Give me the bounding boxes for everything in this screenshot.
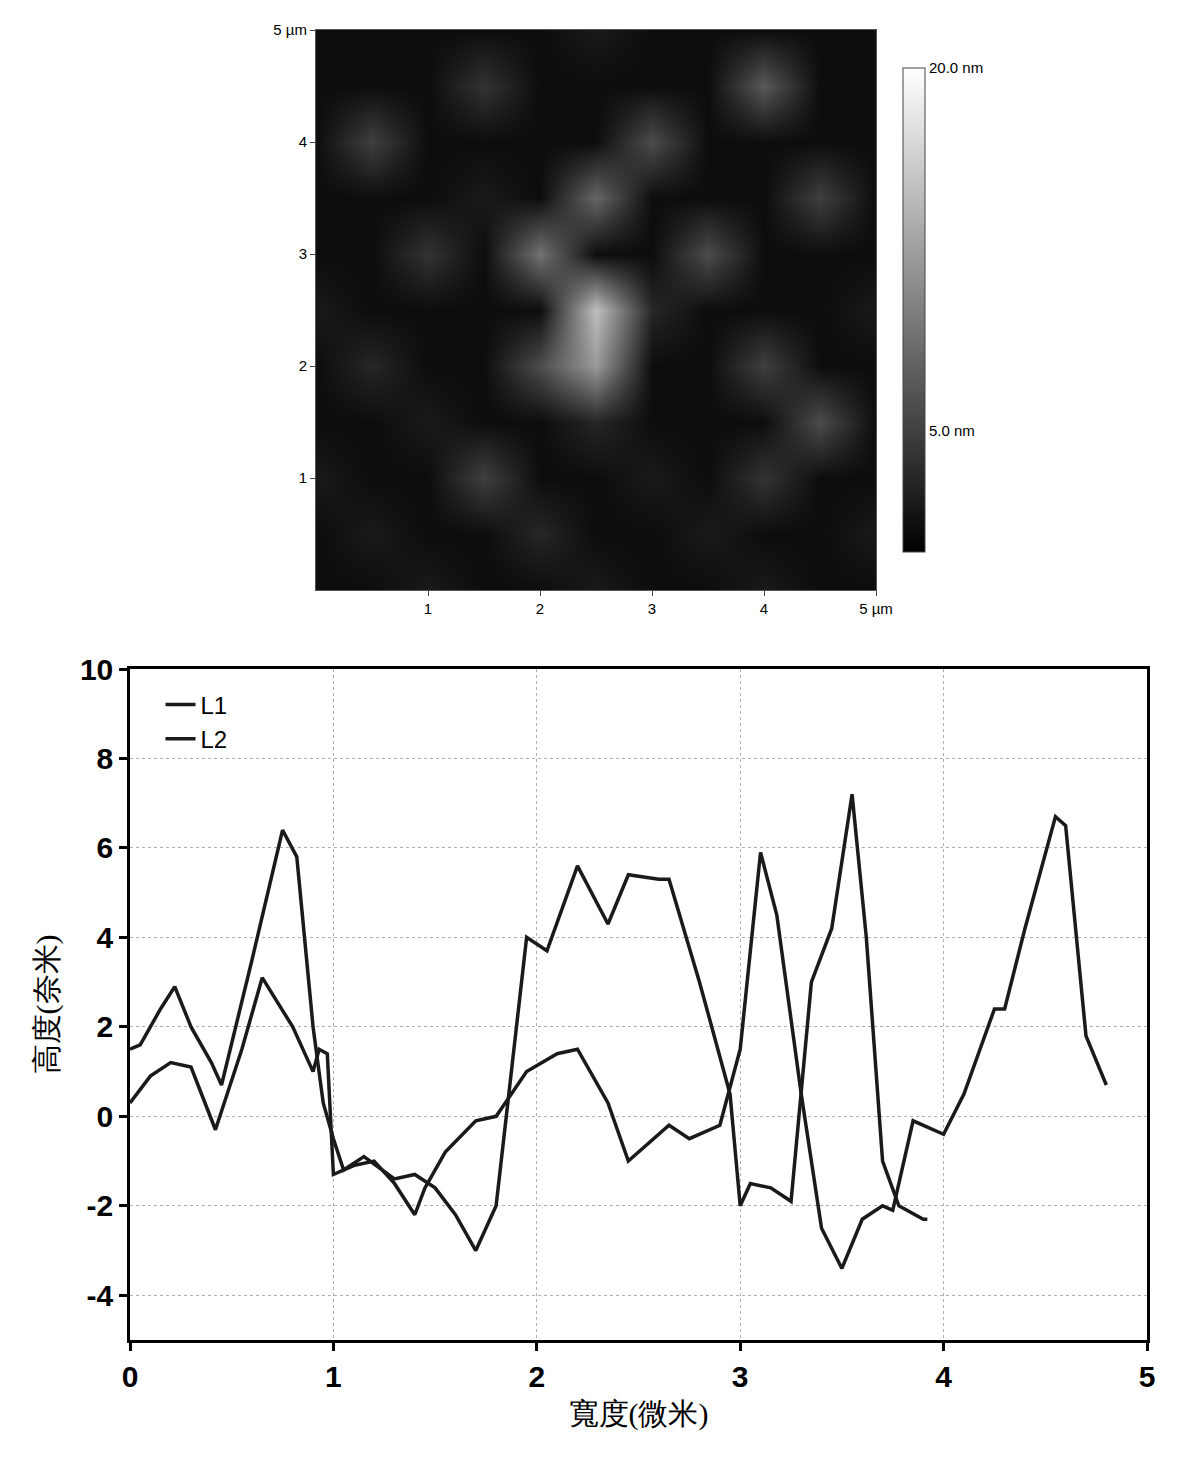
svg-text:1: 1: [325, 1360, 342, 1393]
svg-text:1: 1: [299, 469, 307, 486]
svg-text:4: 4: [760, 600, 768, 617]
svg-text:L1: L1: [201, 692, 228, 719]
svg-text:0: 0: [122, 1360, 139, 1393]
svg-text:高度(奈米): 高度(奈米): [30, 935, 64, 1075]
svg-text:寬度(微米): 寬度(微米): [569, 1397, 709, 1431]
svg-text:L2: L2: [201, 726, 228, 753]
svg-text:5: 5: [1139, 1360, 1156, 1393]
svg-text:3: 3: [732, 1360, 749, 1393]
svg-text:6: 6: [97, 831, 114, 864]
svg-text:-4: -4: [87, 1279, 114, 1312]
svg-text:4: 4: [299, 133, 307, 150]
svg-text:5 µm: 5 µm: [273, 21, 307, 38]
svg-text:0: 0: [97, 1100, 114, 1133]
svg-text:2: 2: [528, 1360, 545, 1393]
svg-text:3: 3: [648, 600, 656, 617]
svg-text:2: 2: [299, 357, 307, 374]
svg-text:4: 4: [935, 1360, 952, 1393]
svg-text:5.0 nm: 5.0 nm: [929, 422, 975, 439]
svg-text:3: 3: [299, 245, 307, 262]
svg-text:5 µm: 5 µm: [859, 600, 893, 617]
svg-text:10: 10: [80, 653, 113, 686]
svg-text:-2: -2: [87, 1189, 114, 1222]
svg-text:1: 1: [424, 600, 432, 617]
svg-text:4: 4: [97, 921, 114, 954]
svg-text:8: 8: [97, 742, 114, 775]
svg-text:2: 2: [536, 600, 544, 617]
svg-text:20.0 nm: 20.0 nm: [929, 59, 983, 76]
svg-text:2: 2: [97, 1010, 114, 1043]
